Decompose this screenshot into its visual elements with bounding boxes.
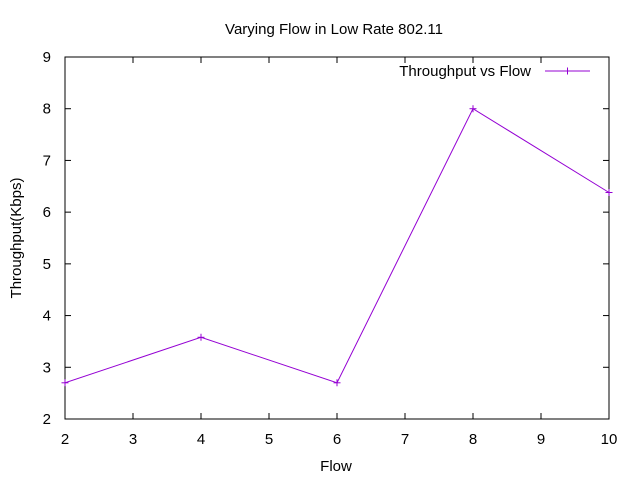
y-tick-label: 9: [43, 49, 51, 66]
y-tick-label: 5: [43, 256, 51, 273]
legend-marker: [564, 67, 571, 75]
data-point-marker: [469, 105, 477, 113]
legend-label: Throughput vs Flow: [399, 63, 531, 80]
x-tick-label: 6: [333, 431, 341, 448]
x-tick-label: 2: [61, 431, 69, 448]
chart-title: Varying Flow in Low Rate 802.11: [225, 21, 443, 38]
y-tick-label: 4: [43, 308, 51, 325]
x-tick-label: 3: [129, 431, 137, 448]
plot-frame: [64, 56, 610, 420]
x-tick-label: 5: [265, 431, 273, 448]
y-tick-label: 3: [43, 359, 51, 376]
x-axis: 2 3 4 5 6 7 8 9 10: [61, 57, 618, 448]
legend: Throughput vs Flow: [399, 63, 590, 80]
x-tick-label: 7: [401, 431, 409, 448]
y-tick-label: 6: [43, 204, 51, 221]
data-point-marker: [333, 379, 341, 387]
y-tick-label: 7: [43, 152, 51, 169]
y-tick-label: 8: [43, 101, 51, 118]
data-point-marker: [197, 333, 205, 341]
x-tick-label: 9: [537, 431, 545, 448]
x-axis-label: Flow: [320, 458, 352, 475]
y-axis: 2 3 4 5 6 7 8 9: [43, 49, 609, 428]
x-tick-label: 4: [197, 431, 205, 448]
series-layer: [61, 105, 613, 387]
y-tick-label: 2: [43, 411, 51, 428]
data-point-marker: [61, 379, 69, 387]
data-point-marker: [605, 188, 613, 196]
legend-marker-symbol: [564, 67, 571, 75]
x-tick-label: 10: [601, 431, 618, 448]
series-line: [64, 107, 610, 384]
x-tick-label: 8: [469, 431, 477, 448]
y-axis-label: Throughput(Kbps): [8, 178, 25, 299]
